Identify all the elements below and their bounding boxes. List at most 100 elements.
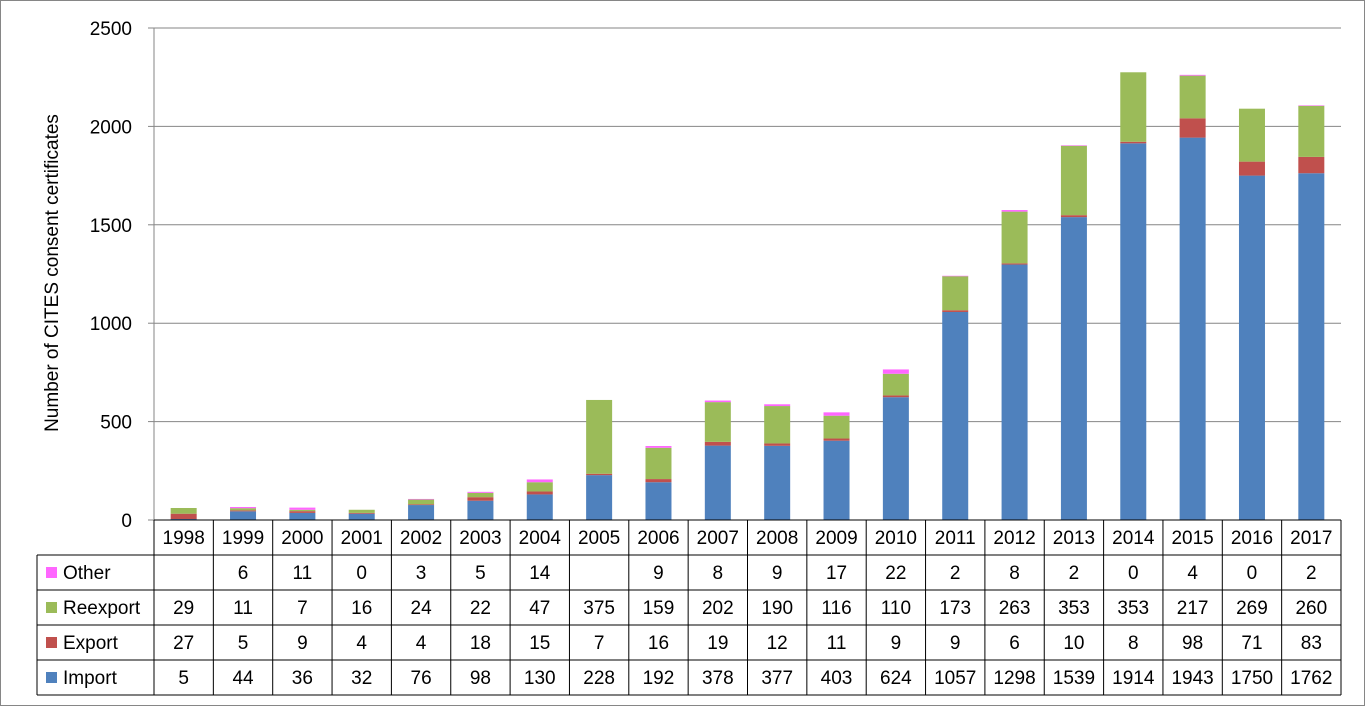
bar-other-2010 — [882, 369, 909, 374]
x-tick-label: 2006 — [637, 528, 679, 549]
table-cell-export: 27 — [173, 633, 194, 654]
bar-reexport-1998 — [170, 507, 197, 514]
table-cell-export: 11 — [827, 633, 847, 654]
bar-import-2017 — [1298, 173, 1325, 520]
table-cell-export: 4 — [416, 633, 427, 654]
table-cell-import: 5 — [178, 668, 189, 689]
table-cell-reexport: 353 — [1058, 598, 1090, 619]
table-cell-other: 9 — [772, 563, 783, 584]
table-cell-import: 1298 — [993, 668, 1035, 689]
bar-reexport-2015 — [1179, 75, 1206, 119]
bar-reexport-2002 — [408, 499, 435, 505]
table-cell-export: 8 — [1128, 633, 1139, 654]
bar-other-1999 — [230, 507, 257, 509]
x-tick-label: 1998 — [163, 528, 205, 549]
bar-import-2008 — [764, 445, 791, 520]
table-cell-export: 18 — [470, 633, 491, 654]
table-cell-export: 9 — [950, 633, 961, 654]
bar-export-2004 — [526, 491, 553, 495]
table-cell-reexport: 24 — [411, 598, 433, 619]
x-tick-label: 1999 — [222, 528, 264, 549]
bar-reexport-2003 — [467, 492, 494, 498]
y-tick-label: 0 — [121, 511, 132, 532]
table-cell-other: 2 — [1069, 563, 1080, 584]
table-cell-other: 4 — [1187, 563, 1198, 584]
table-cell-other: 22 — [885, 563, 906, 584]
bar-other-2003 — [467, 491, 494, 493]
y-tick-label: 500 — [100, 413, 132, 434]
table-cell-export: 19 — [707, 633, 728, 654]
table-cell-import: 44 — [232, 668, 254, 689]
table-cell-import: 32 — [351, 668, 372, 689]
bar-export-2003 — [467, 497, 494, 501]
bar-export-2009 — [823, 438, 850, 441]
bars — [170, 72, 1325, 520]
bar-export-2006 — [645, 479, 672, 483]
table-cell-other: 8 — [713, 563, 724, 584]
bar-export-2016 — [1238, 161, 1265, 176]
bar-export-2008 — [764, 443, 791, 446]
y-tick-label: 1500 — [90, 216, 132, 237]
legend-swatch-reexport — [46, 602, 57, 613]
x-tick-label: 2000 — [281, 528, 323, 549]
table-cell-import: 377 — [761, 668, 793, 689]
bar-import-2000 — [289, 512, 316, 520]
table-cell-other: 8 — [1009, 563, 1020, 584]
table-cell-export: 16 — [648, 633, 669, 654]
table-cell-import: 192 — [643, 668, 675, 689]
x-tick-label: 2011 — [935, 528, 976, 549]
bar-other-2008 — [764, 404, 791, 407]
bar-export-1999 — [230, 510, 257, 512]
bar-import-2016 — [1238, 175, 1265, 520]
bar-reexport-2013 — [1060, 145, 1087, 216]
bar-reexport-2001 — [348, 509, 375, 513]
table-cell-export: 7 — [594, 633, 605, 654]
bar-import-1999 — [230, 511, 257, 520]
table-cell-export: 98 — [1182, 633, 1203, 654]
table-cell-export: 9 — [891, 633, 902, 654]
bar-reexport-2011 — [942, 276, 969, 311]
bar-import-2012 — [1001, 264, 1028, 520]
legend-label-other: Other — [63, 563, 111, 584]
table-cell-reexport: 159 — [643, 598, 675, 619]
x-tick-label: 2005 — [578, 528, 620, 549]
bar-other-2009 — [823, 412, 850, 416]
bar-reexport-2017 — [1298, 105, 1325, 157]
table-cell-reexport: 11 — [233, 598, 253, 619]
bar-other-2015 — [1179, 74, 1206, 76]
table-cell-reexport: 190 — [761, 598, 793, 619]
legend-swatch-other — [46, 567, 57, 578]
table-cell-import: 624 — [880, 668, 912, 689]
table-cell-reexport: 263 — [999, 598, 1031, 619]
x-tick-label: 2016 — [1231, 528, 1273, 549]
table-cell-import: 1057 — [934, 668, 976, 689]
table-cell-reexport: 16 — [351, 598, 372, 619]
table-cell-export: 12 — [767, 633, 788, 654]
table-cell-other: 11 — [293, 563, 313, 584]
bar-export-2001 — [348, 512, 375, 514]
table-cell-import: 378 — [702, 668, 734, 689]
bar-other-2011 — [942, 275, 969, 277]
table-cell-import: 1943 — [1171, 668, 1213, 689]
table-cell-export: 15 — [529, 633, 550, 654]
table-cell-reexport: 217 — [1177, 598, 1209, 619]
bar-export-2000 — [289, 511, 316, 513]
table-cell-import: 228 — [583, 668, 615, 689]
table-cell-export: 71 — [1241, 633, 1262, 654]
table-cell-reexport: 353 — [1117, 598, 1149, 619]
table-cell-other: 0 — [1247, 563, 1258, 584]
table-cell-import: 76 — [411, 668, 432, 689]
x-tick-label: 2003 — [459, 528, 501, 549]
x-tick-label: 2014 — [1112, 528, 1155, 549]
bar-other-2002 — [408, 498, 435, 500]
bar-export-1998 — [170, 513, 197, 520]
bar-other-2013 — [1060, 145, 1087, 146]
table-cell-reexport: 110 — [881, 598, 911, 619]
bar-export-2011 — [942, 310, 969, 312]
gridlines — [154, 27, 1341, 423]
bar-reexport-2009 — [823, 415, 850, 439]
bar-import-2004 — [526, 494, 553, 520]
bar-import-2014 — [1120, 143, 1147, 520]
table-cell-other: 2 — [950, 563, 961, 584]
